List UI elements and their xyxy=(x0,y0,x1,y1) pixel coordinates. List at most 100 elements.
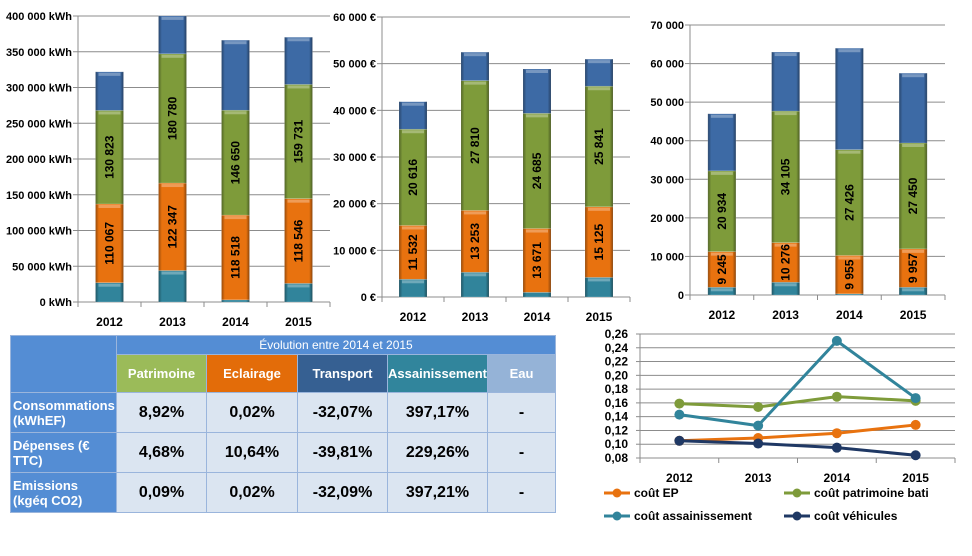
bar-highlight xyxy=(224,41,247,45)
legend-swatch-marker xyxy=(612,511,622,521)
bar-highlight xyxy=(774,112,797,116)
bar-highlight xyxy=(902,74,925,78)
bar-shade xyxy=(835,149,864,256)
bar-shade xyxy=(158,183,187,271)
legend-label: coût assainissement xyxy=(634,509,752,523)
y-tick-label: 0,18 xyxy=(605,382,629,396)
bar-highlight xyxy=(161,271,184,275)
y-tick-label: 0,20 xyxy=(605,368,629,382)
data-label: 27 810 xyxy=(468,127,482,164)
y-tick-label: 400 000 kWh xyxy=(6,11,72,23)
y-tick-label: 0,22 xyxy=(605,355,629,369)
bar-shade xyxy=(835,293,864,295)
data-label: 10 276 xyxy=(779,244,793,281)
x-tick-label: 2015 xyxy=(586,310,613,324)
bar-shade xyxy=(771,242,800,283)
data-point xyxy=(831,335,842,346)
y-tick-label: 0,12 xyxy=(605,423,629,437)
x-tick-label: 2013 xyxy=(772,308,799,322)
y-tick-label: 50 000 kWh xyxy=(12,261,72,273)
x-tick-label: 2015 xyxy=(285,315,312,329)
bar-highlight xyxy=(710,288,733,292)
series-line xyxy=(679,395,916,409)
data-label: 27 426 xyxy=(842,184,856,221)
bar-shade xyxy=(284,84,313,199)
bar-highlight xyxy=(464,211,486,215)
y-tick-label: 0 € xyxy=(361,292,376,304)
y-tick-label: 0 kWh xyxy=(40,297,73,309)
bar-shade xyxy=(585,59,613,87)
y-tick-label: 0,16 xyxy=(605,396,629,410)
data-point xyxy=(674,435,685,446)
x-tick-label: 2012 xyxy=(96,315,123,329)
cell-value: - xyxy=(487,392,556,433)
cell-value: 0,02% xyxy=(206,472,298,513)
data-label: 20 616 xyxy=(406,159,420,196)
y-tick-label: 250 000 kWh xyxy=(6,118,72,130)
data-point xyxy=(753,402,764,413)
bar-highlight xyxy=(774,53,797,57)
y-tick-label: 40 000 € xyxy=(333,105,376,117)
bar-shade xyxy=(95,203,124,283)
bar-shade xyxy=(95,110,124,204)
bar-highlight xyxy=(902,249,925,253)
data-point xyxy=(753,420,764,431)
bar-highlight xyxy=(588,278,610,282)
data-label: 9 955 xyxy=(842,259,856,289)
bar-shade xyxy=(221,40,250,111)
data-label: 159 731 xyxy=(292,120,306,164)
bar-shade xyxy=(835,255,864,294)
bar-shade xyxy=(523,228,551,293)
bar-shade xyxy=(284,283,313,302)
bar-shade xyxy=(707,170,736,252)
bar-shade xyxy=(221,110,250,216)
data-point xyxy=(910,419,921,430)
data-point xyxy=(831,391,842,402)
bar-shade xyxy=(707,251,736,288)
y-tick-label: 200 000 kWh xyxy=(6,154,72,166)
bar-shade xyxy=(899,143,928,249)
legend-swatch-marker xyxy=(792,488,802,498)
bar-shade xyxy=(461,80,489,211)
bar-shade xyxy=(771,111,800,243)
x-tick-label: 2015 xyxy=(900,308,927,322)
bar-shade xyxy=(771,282,800,295)
bar-shade xyxy=(221,299,250,302)
bar-highlight xyxy=(588,207,610,211)
table-row-emissions: Emissions (kgéq CO2) 0,09% 0,02% -32,09%… xyxy=(10,472,556,513)
data-label: 146 650 xyxy=(229,141,243,185)
bar-shade xyxy=(771,52,800,112)
cell-value: -32,07% xyxy=(297,392,388,433)
cell-value: 0,02% xyxy=(206,392,298,433)
y-tick-label: 0,14 xyxy=(605,410,629,424)
data-label: 13 671 xyxy=(530,242,544,279)
data-label: 24 685 xyxy=(530,152,544,189)
data-label: 9 957 xyxy=(906,253,920,283)
bar-highlight xyxy=(402,280,424,284)
x-tick-label: 2013 xyxy=(745,471,772,485)
table-row-depenses: Dépenses (€ TTC) 4,68% 10,64% -39,81% 22… xyxy=(10,432,556,473)
bar-shade xyxy=(158,53,187,184)
legend-label: coût patrimoine bati xyxy=(814,486,929,500)
bar-highlight xyxy=(287,38,310,42)
y-tick-label: 0,24 xyxy=(605,341,629,355)
data-point xyxy=(674,409,685,420)
bar-highlight xyxy=(161,16,184,20)
bar-shade xyxy=(95,282,124,302)
data-label: 180 780 xyxy=(166,96,180,140)
cell-value: 397,21% xyxy=(387,472,488,513)
data-point xyxy=(910,393,921,404)
series-line xyxy=(679,439,916,457)
bar-highlight xyxy=(838,256,861,260)
y-tick-label: 50 000 xyxy=(650,97,684,109)
bar-shade xyxy=(461,272,489,297)
data-label: 15 125 xyxy=(592,223,606,260)
col-header-eau: Eau xyxy=(487,354,556,393)
data-label: 110 067 xyxy=(103,222,117,265)
bar-highlight xyxy=(710,114,733,118)
data-label: 34 105 xyxy=(779,158,793,195)
bar-highlight xyxy=(402,130,424,134)
col-header-assainissement: Assainissement xyxy=(387,354,488,393)
bar-highlight xyxy=(774,283,797,287)
